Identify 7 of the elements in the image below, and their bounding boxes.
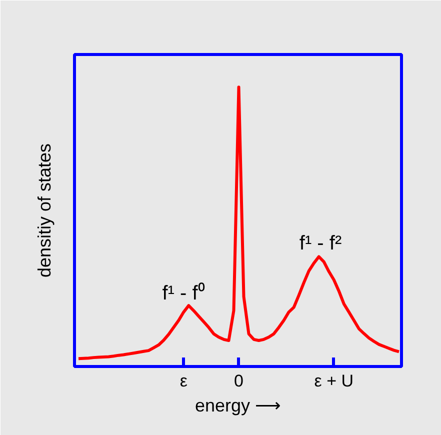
annotation: f¹ - f⁰ (162, 282, 205, 304)
y-axis-title: densitiy of states (34, 143, 54, 278)
x-tick-label: ε + U (314, 372, 354, 390)
annotation: f¹ - f² (299, 232, 342, 254)
x-tick-label: 0 (234, 372, 244, 390)
x-axis-title: energy ⟶ (194, 396, 282, 416)
x-tick-label: ε (180, 372, 188, 390)
